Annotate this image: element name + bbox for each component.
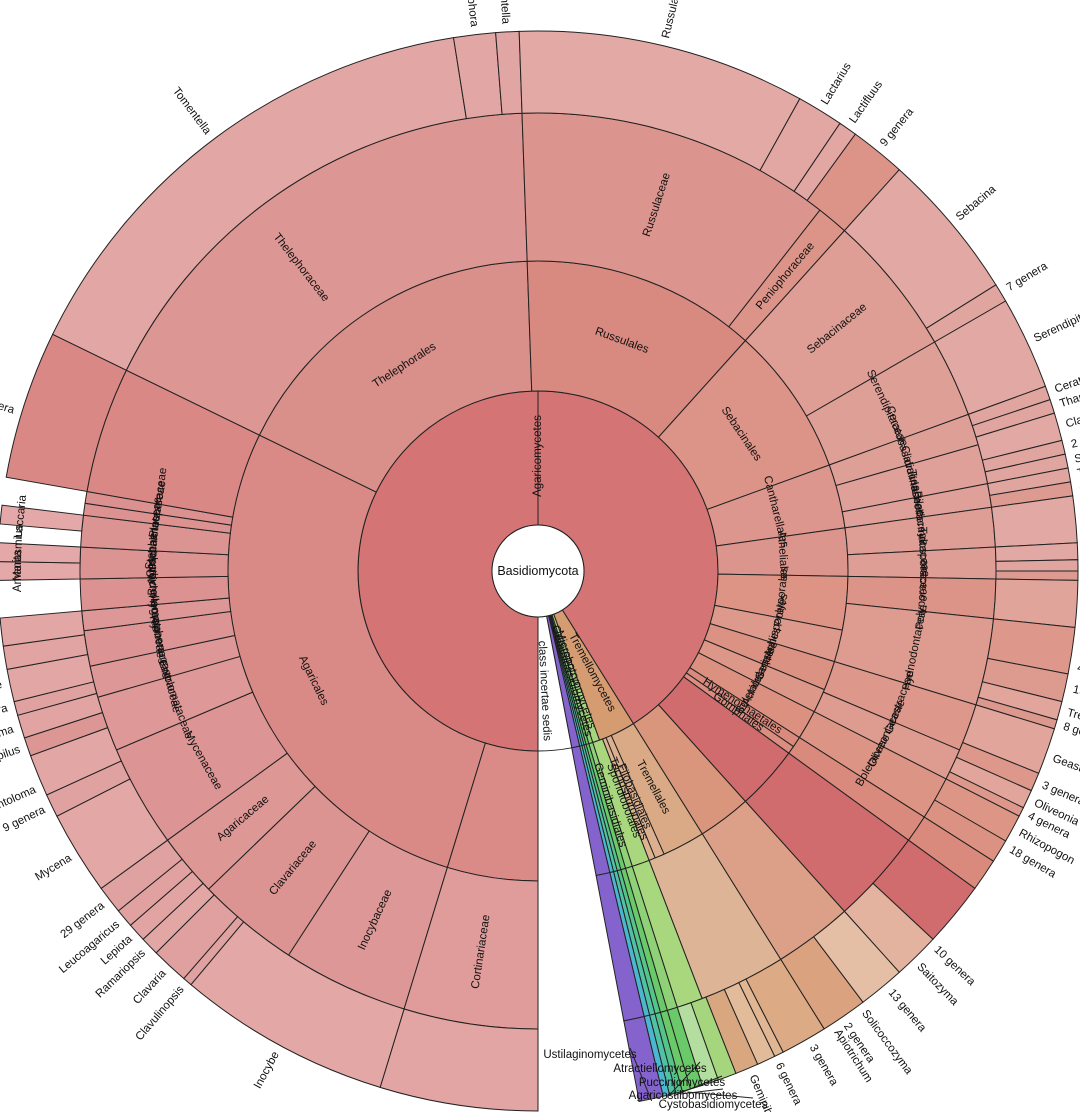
class-label: class incertae sedis	[536, 640, 553, 741]
family-label: Bolbitiaceae	[147, 533, 160, 596]
genus-label: Sistotrema	[1073, 443, 1080, 466]
genus-label: Inocybe	[252, 1050, 282, 1091]
leader-label: Ustilaginomycetes	[543, 1049, 637, 1061]
leader-line	[629, 1047, 653, 1102]
root-label: Basidiomycota	[497, 564, 578, 578]
leader-label: Cystobasidiomycetes	[659, 1099, 768, 1111]
genus-label: Pseudotomentella	[494, 0, 511, 25]
genus-label: Ceratobasidium	[1053, 358, 1080, 396]
genus-label: Ganoderma	[1079, 649, 1080, 670]
genus-label: 3 genera	[807, 1043, 840, 1089]
family-label: Psathyrellaceae	[145, 550, 161, 632]
genus-label: Amanita	[12, 549, 24, 592]
leader-line	[673, 1075, 723, 1097]
root-circle[interactable]	[491, 524, 585, 618]
genus-segment[interactable]	[995, 559, 1079, 572]
family-label: Tylosporaceae	[916, 527, 929, 602]
genus-segment[interactable]	[0, 504, 84, 532]
leader-label: Agaricostilbomycetes	[629, 1090, 738, 1102]
genus-segment[interactable]	[0, 542, 82, 564]
genus-label: 9 genera	[1, 804, 48, 835]
family-label: Polyporaceae	[914, 559, 930, 630]
genus-label: 25 genera	[0, 390, 16, 417]
leader-line	[680, 1088, 724, 1095]
genus-label: Thelephora	[461, 0, 480, 28]
genus-label: 19 genera	[1072, 684, 1080, 707]
genus-label: Tulasnella	[1076, 459, 1080, 480]
genus-label: 8 genera	[1062, 721, 1080, 746]
genus-label: Marasmius	[11, 524, 25, 581]
genus-label: 44 genera	[1076, 662, 1080, 683]
genus-label: Serendipita	[1032, 309, 1080, 345]
genus-label: 13 genera	[886, 987, 929, 1035]
genus-label: Sebacina	[954, 183, 999, 223]
genus-label: Geastrum	[1051, 753, 1080, 782]
root-node[interactable]: Basidiomycota	[491, 524, 585, 618]
genus-segment[interactable]	[623, 1015, 664, 1103]
genus-label: Laccaria	[13, 494, 30, 539]
genus-label: Tomentella	[170, 85, 213, 137]
class-label: Agaricomycetes	[532, 415, 544, 497]
genus-label: 9 genera	[878, 106, 916, 149]
genus-label: Russula	[660, 0, 682, 40]
genus-label: Lactarius	[819, 61, 854, 107]
genus-label: 4 genera	[1079, 474, 1080, 493]
genus-segment[interactable]	[0, 610, 86, 647]
leader-label: Atractiellomycetes	[613, 1063, 707, 1075]
genus-label: Hygrocybe	[0, 679, 3, 702]
genus-label: 7 genera	[1005, 260, 1051, 294]
genus-label: 2 genera	[1070, 429, 1080, 451]
genus-label: Mycena	[33, 852, 74, 884]
leader-line	[666, 1061, 701, 1098]
genus-label: Clitopilus	[0, 744, 22, 771]
genus-label: Clavulina	[1064, 406, 1080, 430]
genus-label: 6 genera	[773, 1061, 804, 1108]
order-label: Atheliales	[775, 531, 790, 582]
leader-line	[687, 1091, 754, 1099]
genus-label: Lactifluus	[847, 79, 885, 126]
genus-ring	[0, 30, 1079, 1112]
leader-label: Pucciniomycetes	[639, 1077, 726, 1089]
genus-label: 11 genera	[0, 702, 10, 727]
